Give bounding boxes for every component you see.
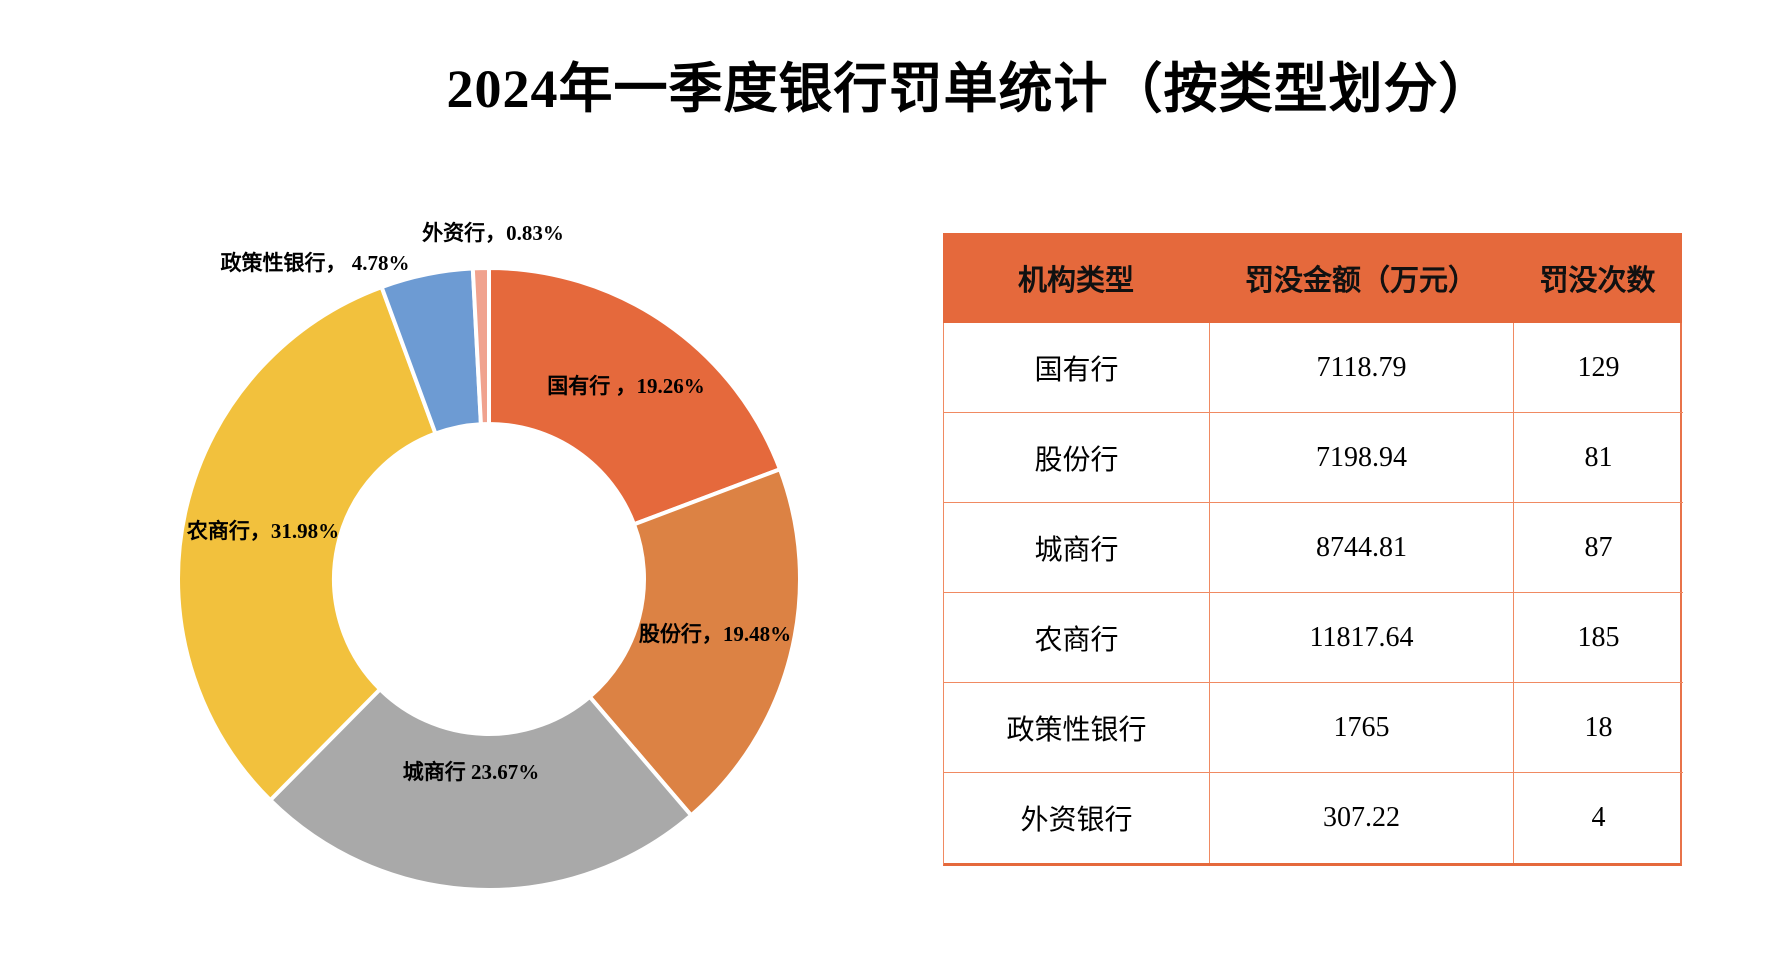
pie-label-城商行: 城商行 23.67% [402,760,540,784]
pie-label-农商行: 农商行，31.98% [186,519,340,543]
donut-segment-城商行 [268,687,694,892]
table-cell: 8744.81 [1210,503,1514,593]
pie-label-股份行: 股份行，19.48% [638,622,792,646]
table-cell: 股份行 [944,413,1210,503]
table-cell: 129 [1514,323,1683,413]
table-cell: 1765 [1210,683,1514,773]
table-header-penalty-amount: 罚没金额（万元） [1244,265,1477,297]
table-header-institution-type: 机构类型 [1017,265,1134,297]
table-cell: 81 [1514,413,1683,503]
table-row: 外资银行 307.22 4 [944,773,1680,863]
table-cell: 7118.79 [1210,323,1514,413]
table-row: 政策性银行 1765 18 [944,683,1683,773]
table-cell: 18 [1514,683,1683,773]
table-header-row: 机构类型 罚没金额（万元） 罚没次数 [943,233,1682,323]
pie-label-政策性银行: 政策性银行， 4.78% [220,251,410,275]
donut-segment-国有行 [487,266,782,527]
table-row: 农商行 11817.64 185 [944,593,1683,683]
table-cell: 11817.64 [1210,593,1514,683]
table-row: 城商行 8744.81 87 [944,503,1683,593]
table-cell: 城商行 [944,503,1210,593]
table-cell: 农商行 [944,593,1210,683]
chart-title: 2024年一季度银行罚单统计（按类型划分） [446,59,1494,119]
table-cell: 87 [1514,503,1683,593]
table-cell: 国有行 [944,323,1210,413]
table-row: 国有行 7118.79 129 [944,323,1683,413]
table-header-penalty-count: 罚没次数 [1539,265,1656,297]
donut-segment-股份行 [587,467,802,818]
table-cell: 307.22 [1210,773,1514,863]
pie-label-国有行: 国有行 ，19.26% [547,374,705,398]
table-row: 股份行 7198.94 81 [944,413,1683,503]
table-cell: 政策性银行 [944,683,1210,773]
donut-chart [176,266,802,892]
donut-segment-外资行 [470,266,491,427]
table-cell: 185 [1514,593,1683,683]
table-cell: 7198.94 [1210,413,1514,503]
penalty-stats-table: 机构类型 罚没金额（万元） 罚没次数 国有行 7118.79 129 股份行 7198.… [943,233,1683,866]
table-cell: 外资银行 [944,773,1210,863]
pie-label-外资行: 外资行，0.83% [422,221,564,245]
table-cell: 4 [1591,802,1606,833]
donut-segment-农商行 [176,285,438,803]
table-body: 国有行 7118.79 129 股份行 7198.94 81 城商行 8744.81 87 农商行… [943,323,1683,866]
